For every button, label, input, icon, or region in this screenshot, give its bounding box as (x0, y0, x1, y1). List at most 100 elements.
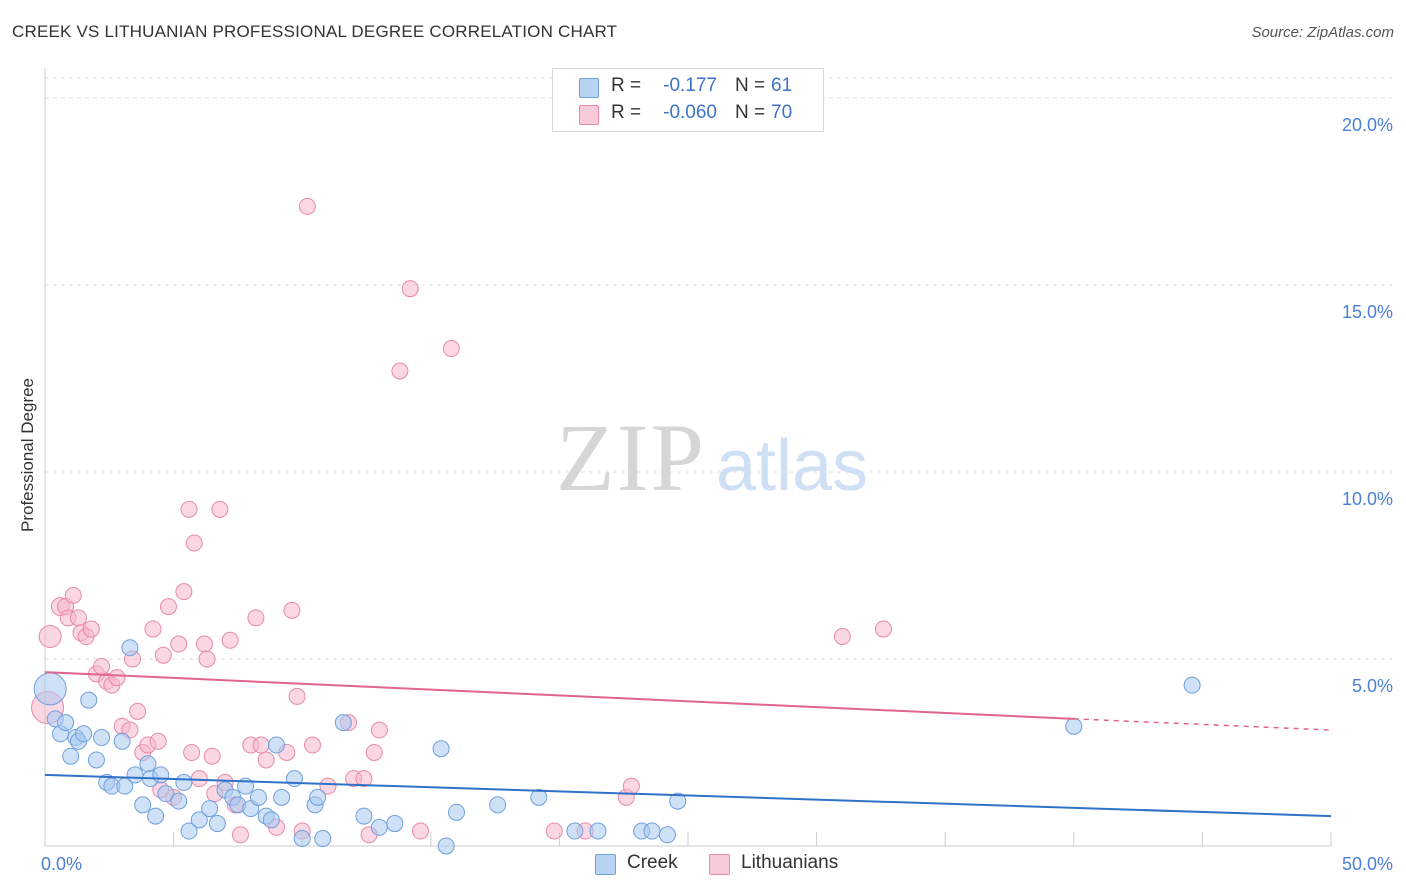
lithuanians-point (129, 702, 147, 720)
lithuanians-point (221, 631, 239, 649)
y-tick-label: 15.0% (1342, 302, 1393, 322)
creek-point (152, 766, 170, 784)
lithuanians-point (622, 777, 640, 795)
creek-legend-label: Creek (627, 852, 678, 873)
lithuanians-points (31, 197, 892, 844)
lithuanians-point (283, 601, 301, 619)
lithuanians-point (69, 609, 87, 627)
creek-point (126, 766, 144, 784)
lithuanians-point (154, 646, 172, 664)
creek-point (121, 639, 139, 657)
lithuanians-point (303, 736, 321, 754)
grid-lines (45, 77, 1392, 660)
lithuanians-point (319, 777, 337, 795)
creek-point (285, 770, 303, 788)
lithuanians-point (108, 669, 126, 687)
lithuanians-point (149, 732, 167, 750)
lithuanians-point (252, 736, 270, 754)
lithuanians-point (874, 620, 892, 638)
lithuanians-legend-label: Lithuanians (741, 852, 839, 873)
creek-point (643, 822, 661, 840)
lithuanians-point (545, 822, 563, 840)
creek-point (75, 725, 93, 743)
creek-point (437, 837, 455, 855)
lithuanians-point (203, 747, 221, 765)
lithuanians-point (38, 625, 62, 649)
lithuanians-r-label: R = (611, 102, 642, 123)
lithuanians-point (185, 534, 203, 552)
lithuanians-point (288, 687, 306, 705)
y-tick-label: 10.0% (1342, 489, 1393, 509)
lithuanians-point (93, 657, 111, 675)
creek-point (175, 773, 193, 791)
watermark-zip: ZIP (556, 404, 706, 511)
lithuanians-n-value: 70 (771, 102, 793, 123)
lithuanians-point (195, 635, 213, 653)
creek-point (87, 751, 105, 769)
y-tick-labels: 5.0% 10.0% 15.0% 20.0% (1342, 115, 1393, 696)
creek-point (530, 788, 548, 806)
creek-point (432, 740, 450, 758)
lithuanians-point (211, 500, 229, 518)
lithuanians-point (64, 586, 82, 604)
lithuanians-point (391, 362, 409, 380)
lithuanians-point (257, 751, 275, 769)
watermark: ZIP atlas (556, 404, 868, 511)
creek-point (334, 714, 352, 732)
creek-point (293, 830, 311, 848)
lithuanians-point (159, 598, 177, 616)
correlation-legend: R = -0.177 N = 61 R = -0.060 N = 70 (552, 68, 824, 132)
lithuanians-point (144, 620, 162, 638)
creek-point (113, 732, 131, 750)
lithuanians-point (231, 826, 249, 844)
legend-row-creek: R = -0.177 N = 61 (553, 73, 823, 101)
creek-point (589, 822, 607, 840)
lithuanians-point (180, 500, 198, 518)
creek-point (267, 736, 285, 754)
creek-point (170, 792, 188, 810)
lithuanians-n-label: N = (735, 102, 766, 123)
lithuanians-point (82, 620, 100, 638)
trend-lines (44, 671, 1332, 818)
creek-r-value: -0.177 (663, 75, 717, 96)
x-tick-label-min: 0.0% (41, 854, 82, 874)
lithuanians-point (370, 721, 388, 739)
y-tick-label: 5.0% (1352, 676, 1393, 696)
lithuanians-point (183, 743, 201, 761)
x-tick-marks (173, 832, 1332, 846)
chart-title: CREEK VS LITHUANIAN PROFESSIONAL DEGREE … (12, 22, 618, 41)
creek-point (1065, 717, 1083, 735)
legend-row-lithuanians: R = -0.060 N = 70 (553, 100, 823, 128)
lithuanians-point (442, 340, 460, 358)
creek-point (273, 788, 291, 806)
lithuanians-point (365, 743, 383, 761)
y-tick-label: 20.0% (1342, 115, 1393, 135)
lithuanians-point (833, 628, 851, 646)
lithuanians-r-value: -0.060 (663, 102, 717, 123)
creek-r-label: R = (611, 75, 642, 96)
creek-point (33, 672, 67, 706)
lithuanians-point (298, 197, 316, 215)
lithuanians-trend-line (44, 671, 1074, 720)
x-tick-label-max: 50.0% (1342, 854, 1393, 874)
creek-point (669, 792, 687, 810)
creek-legend-swatch (595, 854, 616, 875)
source-label: Source: ZipAtlas.com (1251, 24, 1394, 41)
lithuanians-point (190, 770, 208, 788)
creek-point (489, 796, 507, 814)
watermark-atlas: atlas (716, 426, 868, 506)
lithuanians-trend-extension (1073, 718, 1332, 731)
lithuanians-swatch (579, 105, 599, 125)
creek-point (139, 755, 157, 773)
lithuanians-point (198, 650, 216, 668)
lithuanians-point (355, 770, 373, 788)
lithuanians-point (175, 583, 193, 601)
creek-point (314, 830, 332, 848)
creek-point (1183, 676, 1201, 694)
lithuanians-legend-swatch (709, 854, 730, 875)
creek-point (658, 826, 676, 844)
creek-trend-line (44, 773, 1332, 818)
creek-point (370, 818, 388, 836)
creek-point (57, 714, 75, 732)
